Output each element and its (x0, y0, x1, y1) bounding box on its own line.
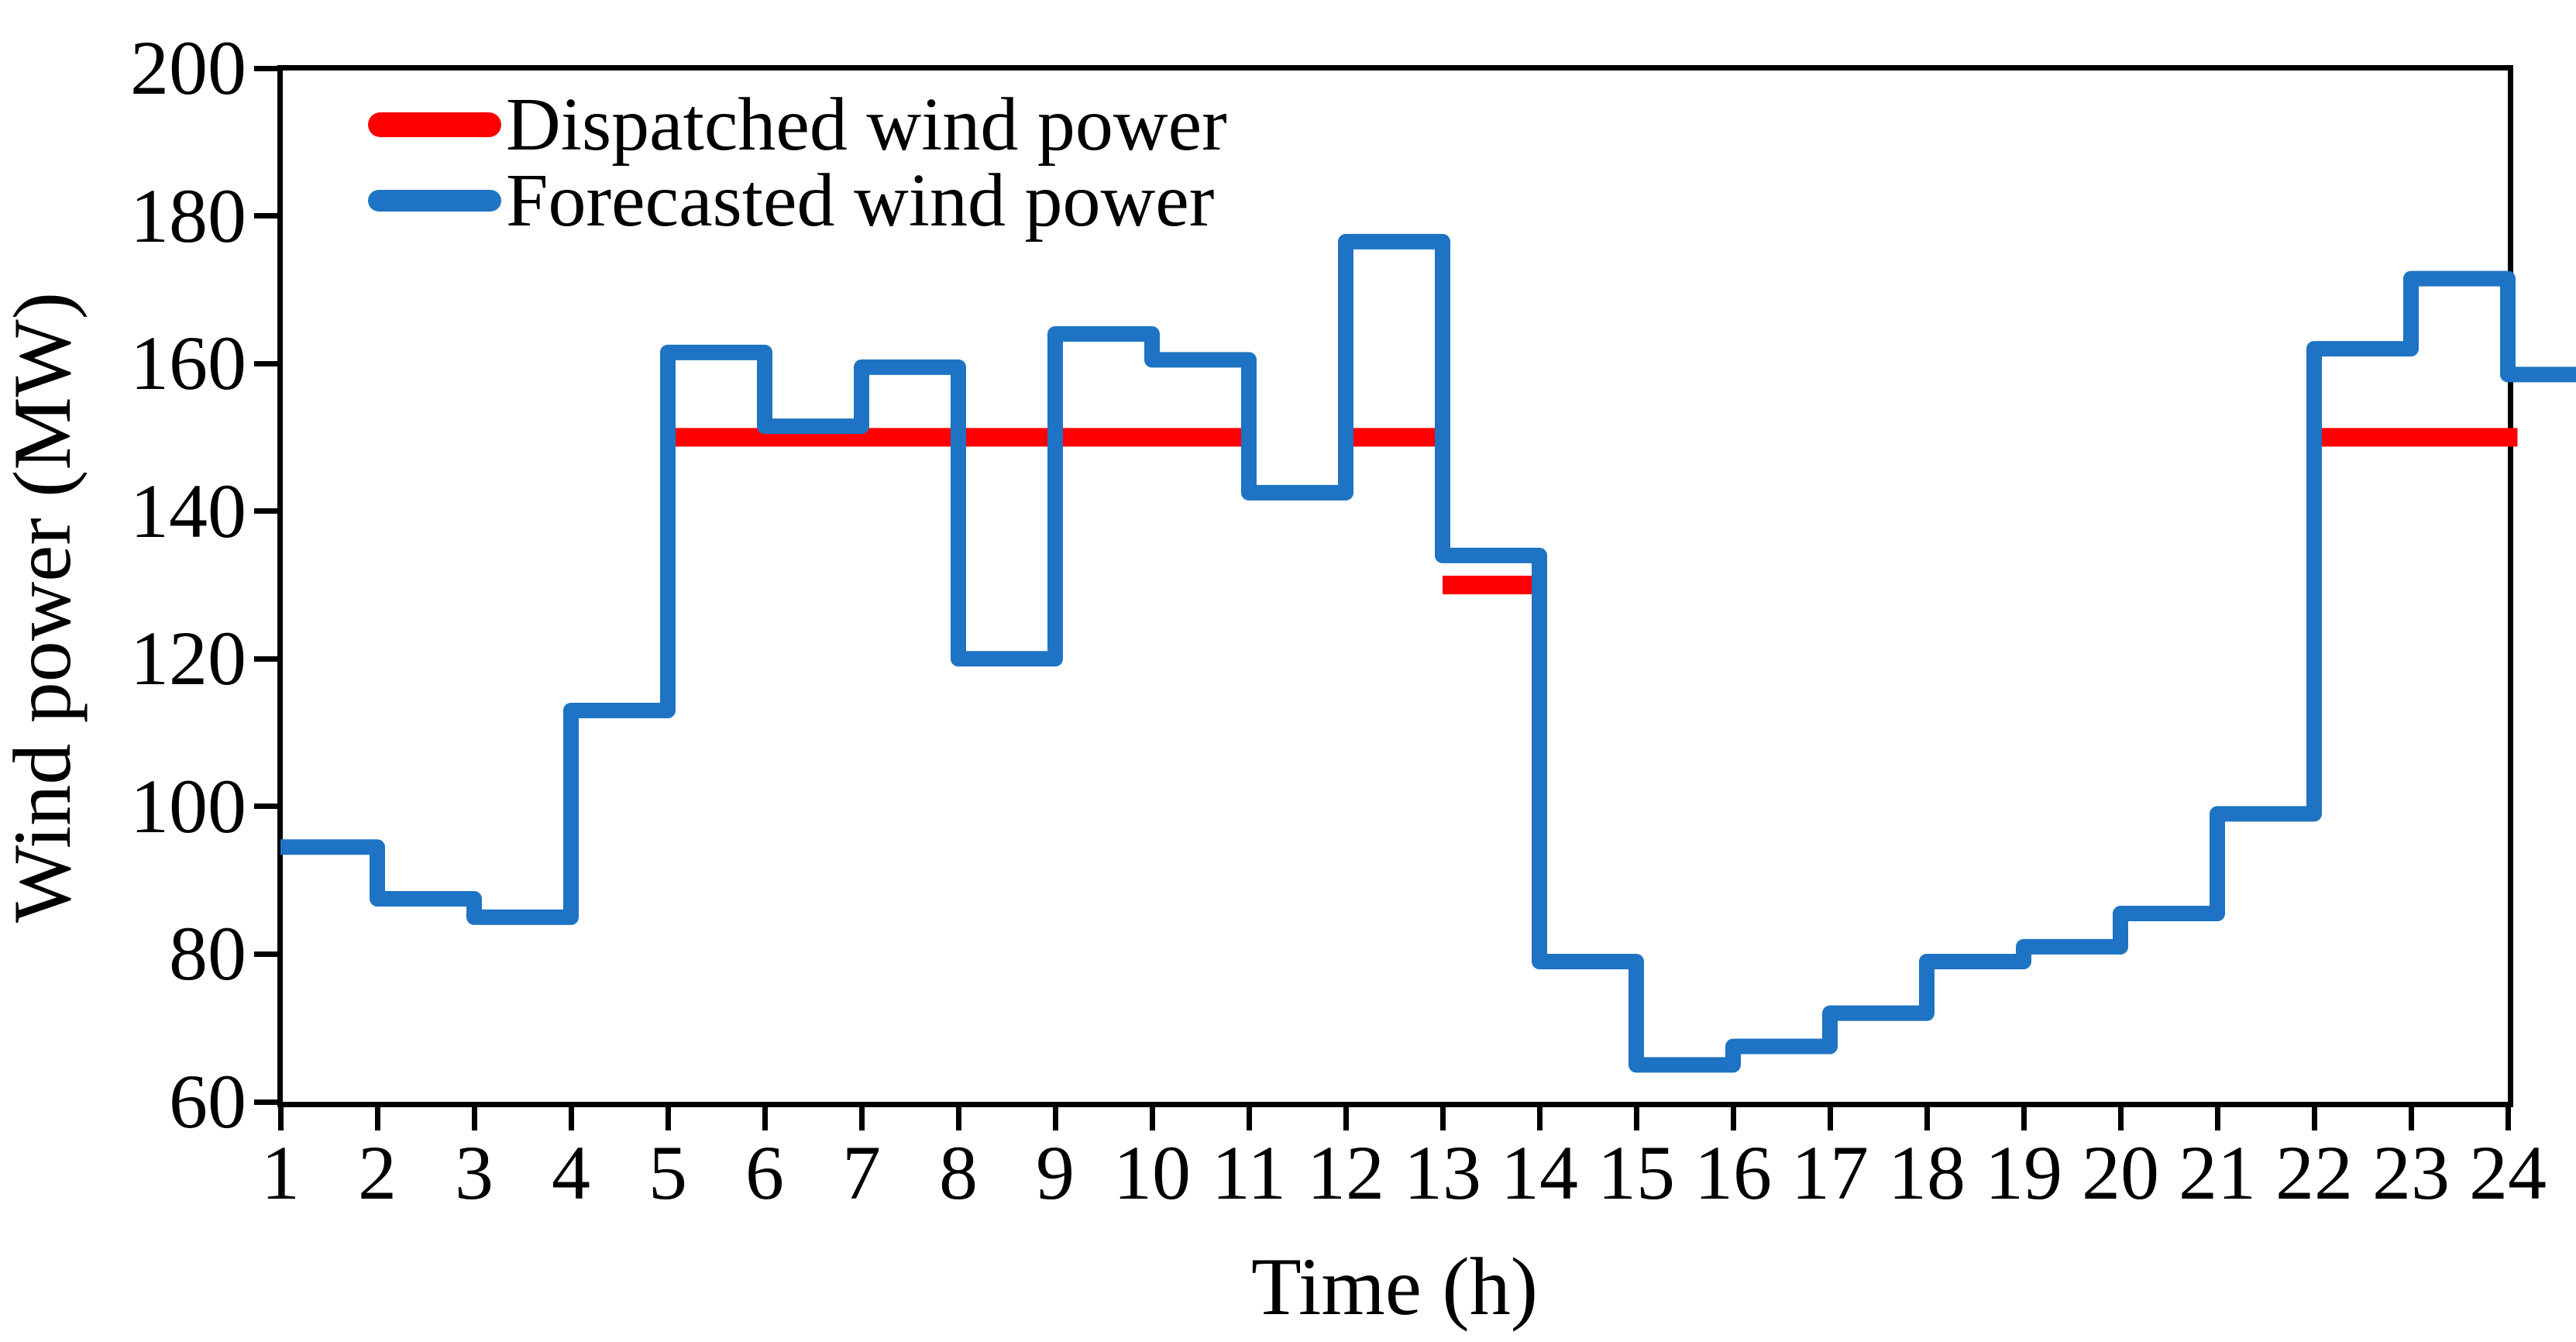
x-tick-mark (955, 1107, 961, 1130)
legend-label-forecasted: Forecasted wind power (506, 159, 1215, 243)
y-tick-label: 180 (130, 172, 246, 259)
x-tick-mark (2311, 1107, 2317, 1130)
x-tick-mark (2021, 1107, 2027, 1130)
x-tick-mark (858, 1107, 865, 1130)
y-tick-label: 160 (130, 320, 246, 407)
x-tick-label: 6 (745, 1130, 784, 1216)
x-tick-label: 15 (1598, 1130, 1675, 1216)
x-tick-label: 4 (552, 1130, 590, 1216)
x-tick-mark (1827, 1107, 1833, 1130)
y-tick-mark (254, 65, 277, 71)
legend: Dispatched wind power Forecasted wind po… (368, 87, 1227, 239)
x-tick-mark (2214, 1107, 2220, 1130)
y-tick-mark (254, 360, 277, 366)
y-tick-mark (254, 213, 277, 219)
x-tick-mark (471, 1107, 477, 1130)
x-tick-label: 12 (1307, 1130, 1384, 1216)
x-tick-label: 7 (842, 1130, 881, 1216)
x-tick-label: 22 (2275, 1130, 2353, 1216)
x-tick-label: 11 (1211, 1130, 1287, 1216)
forecasted-line-swatch-icon (368, 190, 501, 212)
x-tick-label: 13 (1404, 1130, 1481, 1216)
x-tick-label: 3 (455, 1130, 494, 1216)
y-tick-mark (254, 1099, 277, 1105)
x-tick-mark (1052, 1107, 1058, 1130)
x-tick-mark (665, 1107, 671, 1130)
x-tick-mark (2505, 1107, 2511, 1130)
x-axis-title: Time (h) (1250, 1241, 1539, 1332)
x-tick-label: 8 (939, 1130, 978, 1216)
x-tick-label: 2 (358, 1130, 397, 1216)
x-tick-label: 14 (1501, 1130, 1578, 1216)
dispatched-line-swatch-icon (368, 112, 501, 137)
x-tick-label: 18 (1888, 1130, 1966, 1216)
x-tick-mark (1439, 1107, 1446, 1130)
x-tick-label: 17 (1791, 1130, 1869, 1216)
plot-area-border (277, 65, 2513, 1107)
legend-item-dispatched: Dispatched wind power (368, 87, 1227, 163)
x-tick-mark (1924, 1107, 1930, 1130)
x-tick-mark (1149, 1107, 1155, 1130)
x-tick-label: 10 (1113, 1130, 1191, 1216)
y-tick-label: 80 (169, 910, 246, 997)
y-tick-label: 140 (130, 467, 246, 554)
x-tick-label: 9 (1036, 1130, 1075, 1216)
x-tick-label: 1 (261, 1130, 300, 1216)
x-tick-mark (1730, 1107, 1736, 1130)
x-tick-mark (2408, 1107, 2414, 1130)
x-tick-mark (1633, 1107, 1639, 1130)
y-tick-mark (254, 508, 277, 514)
x-tick-mark (2117, 1107, 2124, 1130)
legend-item-forecasted: Forecasted wind power (368, 163, 1227, 239)
y-tick-label: 200 (130, 25, 246, 111)
legend-label-dispatched: Dispatched wind power (506, 83, 1227, 167)
x-tick-mark (568, 1107, 574, 1130)
x-tick-mark (277, 1107, 284, 1130)
x-tick-label: 21 (2179, 1130, 2256, 1216)
y-tick-label: 60 (169, 1058, 246, 1144)
y-tick-mark (254, 803, 277, 810)
y-tick-mark (254, 656, 277, 662)
x-tick-mark (1343, 1107, 1349, 1130)
forecasted-wind-power-line (280, 233, 2576, 1073)
x-tick-label: 19 (1985, 1130, 2062, 1216)
y-tick-mark (254, 951, 277, 957)
y-tick-label: 120 (130, 615, 246, 702)
x-tick-label: 23 (2372, 1130, 2450, 1216)
x-tick-label: 24 (2469, 1130, 2547, 1216)
x-tick-label: 5 (648, 1130, 687, 1216)
x-tick-mark (374, 1107, 380, 1130)
x-tick-label: 16 (1694, 1130, 1772, 1216)
x-tick-mark (1536, 1107, 1543, 1130)
y-tick-label: 100 (130, 762, 246, 849)
x-tick-label: 20 (2082, 1130, 2159, 1216)
x-tick-mark (1246, 1107, 1252, 1130)
x-tick-mark (762, 1107, 768, 1130)
